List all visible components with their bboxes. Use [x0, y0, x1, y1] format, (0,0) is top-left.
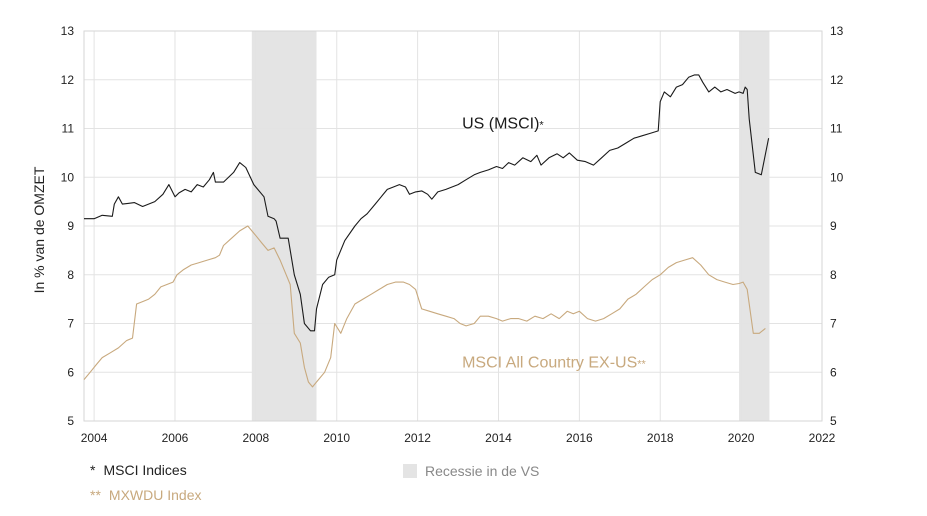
series-line-exus [83, 225, 766, 388]
series-label-exus: MSCI All Country EX-US** [462, 354, 646, 371]
grid [83, 30, 823, 422]
y-tick-left-10: 10 [61, 170, 75, 184]
legend-mxwdu-marker: ** [90, 487, 101, 503]
x-tick-2008: 2008 [243, 431, 270, 445]
y-tick-left-12: 12 [61, 73, 75, 87]
legend-recession-swatch [403, 464, 417, 478]
x-tick-2018: 2018 [647, 431, 674, 445]
y-tick-left-11: 11 [62, 122, 75, 136]
x-tick-2020: 2020 [728, 431, 755, 445]
y-tick-right-10: 10 [830, 170, 844, 184]
x-tick-2006: 2006 [162, 431, 189, 445]
y-tick-right-9: 9 [830, 219, 837, 233]
x-tick-2004: 2004 [81, 431, 108, 445]
y-axis-left: 5 6 7 8 9 10 11 12 13 [61, 24, 75, 428]
series-label-us: US (MSCI)* [462, 116, 544, 133]
plot-frame [83, 30, 823, 422]
y-tick-right-8: 8 [830, 268, 837, 282]
y-tick-left-13: 13 [61, 24, 75, 38]
y-tick-right-11: 11 [830, 122, 843, 136]
legend-recession: Recessie in de VS [403, 463, 539, 479]
x-tick-2022: 2022 [809, 431, 836, 445]
y-tick-right-7: 7 [830, 317, 837, 331]
legend-mxwdu-index: ** MXWDU Index [90, 487, 201, 503]
y-tick-right-13: 13 [830, 24, 844, 38]
x-tick-2010: 2010 [323, 431, 350, 445]
x-axis: 2004 2006 2008 2010 2012 2014 2016 2018 2020 2022 [81, 431, 836, 445]
y-axis-label: In % van de OMZET [31, 166, 47, 293]
y-tick-right-6: 6 [830, 365, 837, 379]
y-axis-right: 5 6 7 8 9 10 11 12 13 [830, 24, 844, 428]
y-tick-right-5: 5 [830, 414, 837, 428]
legend-mxwdu-label: MXWDU Index [108, 487, 202, 503]
legend-msci-indices: * MSCI Indices [90, 462, 187, 478]
series-line-us [84, 74, 770, 332]
series-lines [83, 74, 770, 388]
y-tick-right-12: 12 [830, 73, 844, 87]
y-tick-left-8: 8 [67, 268, 74, 282]
series-label-exus-text: MSCI All Country EX-US [462, 354, 637, 371]
y-tick-left-5: 5 [67, 414, 74, 428]
legend-msci-label: MSCI Indices [103, 462, 187, 478]
legend-recession-label: Recessie in de VS [425, 463, 540, 479]
y-tick-left-9: 9 [67, 219, 74, 233]
series-labels: US (MSCI)* MSCI All Country EX-US** [462, 116, 646, 372]
y-tick-left-7: 7 [67, 317, 74, 331]
x-tick-2014: 2014 [485, 431, 512, 445]
series-label-us-marker: * [539, 120, 544, 132]
x-tick-2012: 2012 [404, 431, 431, 445]
series-label-exus-marker: ** [637, 358, 646, 370]
x-tick-2016: 2016 [566, 431, 593, 445]
legend-msci-marker: * [90, 462, 96, 478]
series-label-us-text: US (MSCI) [462, 116, 539, 133]
y-tick-left-6: 6 [67, 365, 74, 379]
